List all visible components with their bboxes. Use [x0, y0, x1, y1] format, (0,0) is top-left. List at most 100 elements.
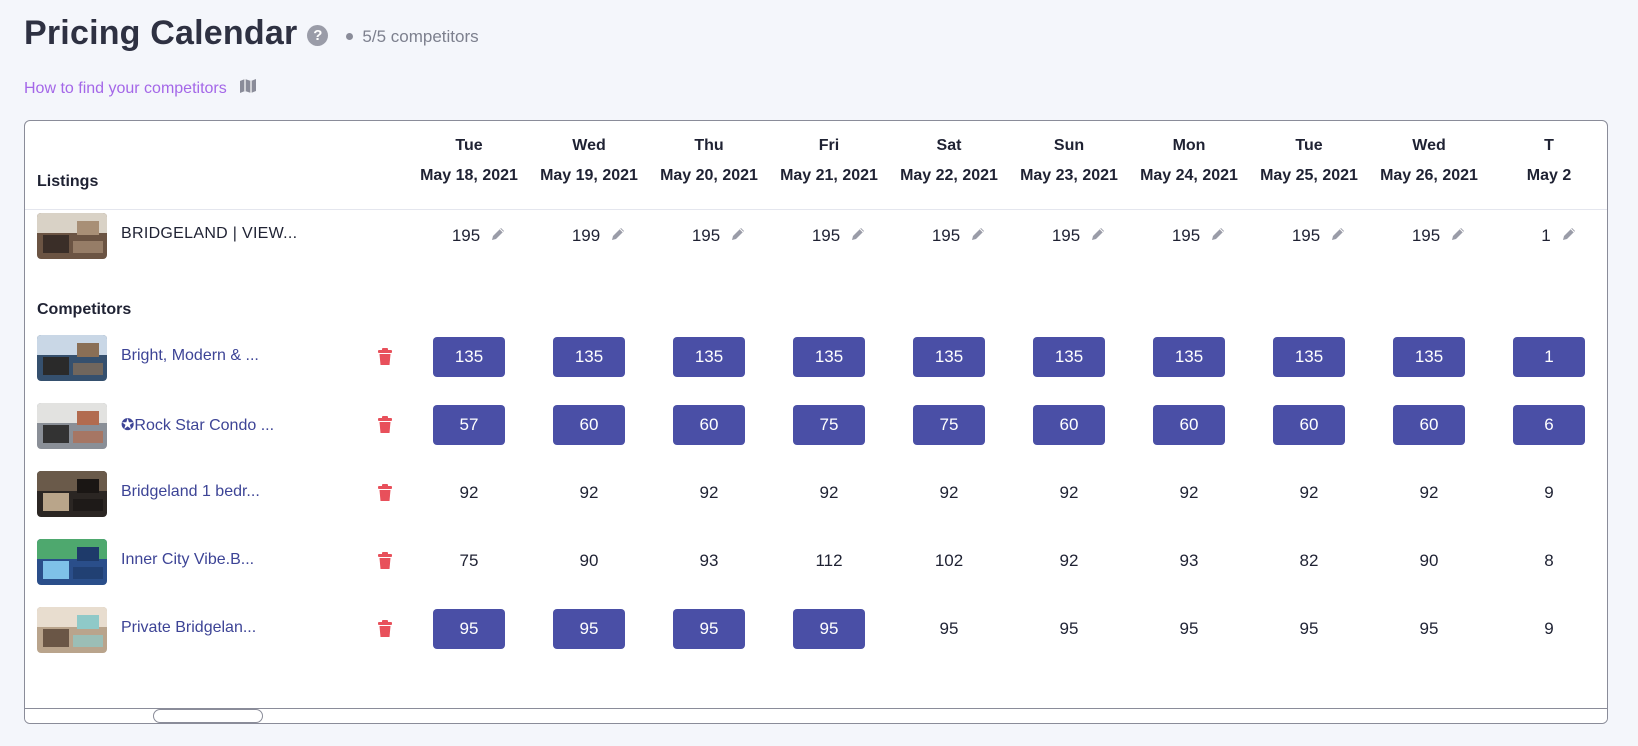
competitor-price-cell: 82	[1299, 551, 1319, 570]
competitor-price-cell[interactable]: 135	[913, 337, 985, 377]
day-label: Tue	[455, 137, 483, 154]
day-label: Sun	[1053, 137, 1085, 154]
scrollbar-thumb[interactable]	[153, 709, 263, 723]
competitor-price-cell[interactable]: 6	[1513, 405, 1585, 445]
competitor-price-cell[interactable]: 75	[793, 405, 865, 445]
day-label: Mon	[1172, 137, 1206, 154]
price-value: 195	[1411, 226, 1441, 245]
competitor-price-cell[interactable]: 135	[673, 337, 745, 377]
date-label: May 18, 2021	[420, 167, 518, 184]
competitor-price-cell: 92	[459, 483, 479, 502]
scrollbar[interactable]	[25, 708, 1607, 723]
pencil-icon[interactable]	[1450, 226, 1466, 247]
competitor-price-cell[interactable]: 135	[553, 337, 625, 377]
page-title: Pricing Calendar	[24, 14, 298, 52]
header: Pricing Calendar ? 5/5 competitors	[24, 14, 479, 53]
pencil-icon[interactable]	[730, 226, 746, 247]
pencil-icon[interactable]	[1330, 226, 1346, 247]
listing-thumbnail	[37, 335, 107, 381]
competitor-price-cell[interactable]: 135	[1273, 337, 1345, 377]
my-price-cell[interactable]: 199	[537, 221, 661, 251]
pencil-icon[interactable]	[490, 226, 506, 247]
competitor-price-cell[interactable]: 60	[1393, 405, 1465, 445]
competitor-price-cell: 90	[579, 551, 599, 570]
my-price-cell[interactable]: 195	[657, 221, 781, 251]
my-price-cell[interactable]: 195	[777, 221, 901, 251]
competitor-price-cell[interactable]: 60	[1033, 405, 1105, 445]
date-label: May 20, 2021	[660, 167, 758, 184]
competitor-price-cell: 92	[819, 483, 839, 502]
date-column-header: Mon May 24, 2021	[1127, 137, 1251, 185]
date-column-header: Sat May 22, 2021	[887, 137, 1011, 185]
competitor-price-cell[interactable]: 60	[553, 405, 625, 445]
competitor-price-cell[interactable]: 57	[433, 405, 505, 445]
pencil-icon[interactable]	[610, 226, 626, 247]
competitor-name[interactable]: Bridgeland 1 bedr...	[121, 483, 260, 500]
competitor-price-cell[interactable]: 1	[1513, 337, 1585, 377]
competitor-price-cell[interactable]: 95	[673, 609, 745, 649]
price-value: 1	[1541, 226, 1551, 245]
competitor-price-cell[interactable]: 95	[553, 609, 625, 649]
listing-thumbnail	[37, 607, 107, 653]
competitor-name[interactable]: ✪Rock Star Condo ...	[121, 417, 275, 434]
competitor-price-cell: 92	[579, 483, 599, 502]
trash-icon[interactable]	[377, 620, 393, 638]
competitor-price-cell[interactable]: 135	[433, 337, 505, 377]
competitor-price-cell[interactable]: 60	[673, 405, 745, 445]
date-label: May 21, 2021	[780, 167, 878, 184]
price-value: 195	[451, 226, 481, 245]
date-column-header: Tue May 25, 2021	[1247, 137, 1371, 185]
my-price-cell[interactable]: 195	[1257, 221, 1381, 251]
competitor-price-cell[interactable]: 95	[793, 609, 865, 649]
date-label: May 22, 2021	[900, 167, 998, 184]
competitor-price-cell: 9	[1544, 483, 1554, 502]
day-label: T	[1544, 137, 1554, 154]
competitor-count-label: 5/5 competitors	[362, 26, 479, 46]
competitor-price-cell[interactable]: 135	[793, 337, 865, 377]
my-listing-name[interactable]: BRIDGELAND | VIEW...	[121, 225, 298, 242]
price-value: 195	[1291, 226, 1321, 245]
competitor-price-cell[interactable]: 60	[1273, 405, 1345, 445]
competitor-price-cell[interactable]: 60	[1153, 405, 1225, 445]
day-label: Fri	[818, 137, 840, 154]
listing-thumbnail	[37, 539, 107, 585]
my-price-cell[interactable]: 195	[417, 221, 541, 251]
competitor-name[interactable]: Private Bridgelan...	[121, 619, 257, 636]
pencil-icon[interactable]	[1561, 226, 1577, 247]
help-icon[interactable]: ?	[307, 25, 329, 46]
my-price-cell[interactable]: 195	[897, 221, 1021, 251]
price-value: 195	[811, 226, 841, 245]
competitor-price-cell: 95	[1059, 619, 1079, 638]
competitor-price-cell[interactable]: 95	[433, 609, 505, 649]
my-price-cell[interactable]: 195	[1137, 221, 1261, 251]
my-price-cell[interactable]: 1	[1497, 221, 1607, 251]
howto-link[interactable]: How to find your competitors	[24, 79, 227, 97]
map-icon[interactable]	[239, 78, 257, 99]
competitor-price-cell[interactable]: 135	[1033, 337, 1105, 377]
trash-icon[interactable]	[377, 484, 393, 502]
competitor-name[interactable]: Bright, Modern & ...	[121, 347, 259, 364]
competitor-price-cell: 92	[1059, 483, 1079, 502]
competitor-price-cell: 92	[1059, 551, 1079, 570]
competitor-price-cell[interactable]: 135	[1393, 337, 1465, 377]
pencil-icon[interactable]	[970, 226, 986, 247]
date-label: May 26, 2021	[1380, 167, 1478, 184]
date-column-header: T May 2	[1487, 137, 1607, 185]
competitor-name[interactable]: Inner City Vibe.B...	[121, 551, 255, 568]
price-value: 195	[1051, 226, 1081, 245]
competitor-price-cell[interactable]: 75	[913, 405, 985, 445]
competitor-price-cell: 92	[1419, 483, 1439, 502]
trash-icon[interactable]	[377, 552, 393, 570]
competitor-price-cell[interactable]: 135	[1153, 337, 1225, 377]
date-label: May 24, 2021	[1140, 167, 1238, 184]
competitor-price-cell: 112	[815, 551, 843, 570]
trash-icon[interactable]	[377, 348, 393, 366]
my-price-cell[interactable]: 195	[1017, 221, 1141, 251]
pencil-icon[interactable]	[1090, 226, 1106, 247]
trash-icon[interactable]	[377, 416, 393, 434]
price-value: 199	[571, 226, 601, 245]
pencil-icon[interactable]	[1210, 226, 1226, 247]
my-price-cell[interactable]: 195	[1377, 221, 1501, 251]
pencil-icon[interactable]	[850, 226, 866, 247]
header-divider	[25, 209, 1607, 210]
